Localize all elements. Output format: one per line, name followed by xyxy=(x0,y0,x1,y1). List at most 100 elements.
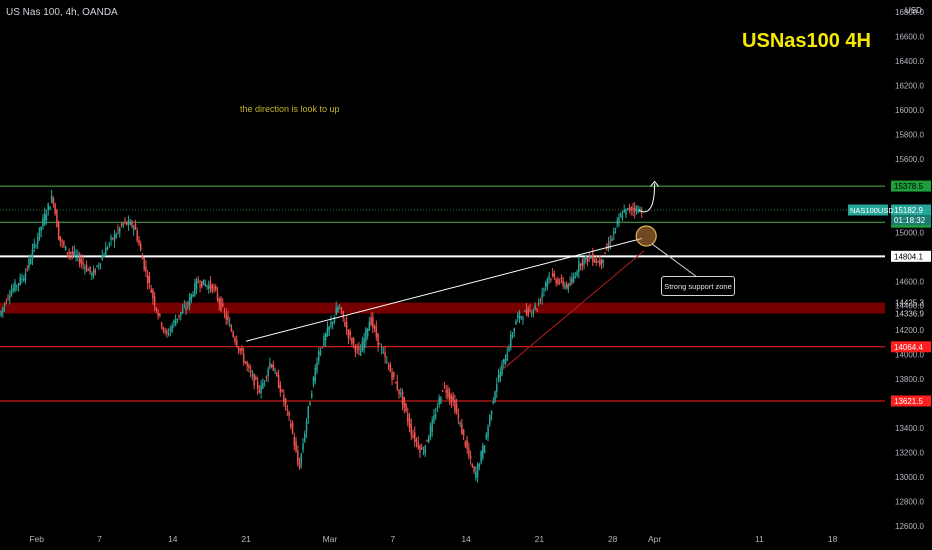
direction-note: the direction is look to up xyxy=(240,104,340,114)
candle-body xyxy=(153,296,156,307)
candle-body xyxy=(319,350,322,355)
level-price-tag-bg xyxy=(891,250,931,262)
candle-body xyxy=(178,314,180,317)
candle-body xyxy=(22,278,25,282)
candle-body xyxy=(565,284,568,288)
candle-body xyxy=(298,463,301,468)
candle-body xyxy=(616,220,618,225)
candle-body xyxy=(279,384,282,393)
candle-body xyxy=(375,327,378,337)
candle-body xyxy=(139,244,142,251)
candle-body xyxy=(181,308,184,314)
candle-body xyxy=(377,333,379,346)
candle-body xyxy=(562,280,564,286)
candle-body xyxy=(106,247,109,250)
candle-body xyxy=(394,382,397,384)
candle-body xyxy=(192,294,194,297)
candle-body xyxy=(588,255,591,257)
candle-body xyxy=(125,222,128,225)
y-tick-label: 14400.0 xyxy=(895,302,924,311)
candle-body xyxy=(448,392,451,399)
x-tick-label: Feb xyxy=(29,534,44,544)
candle-body xyxy=(188,296,191,307)
candle-body xyxy=(344,322,346,327)
candle-body xyxy=(122,222,124,226)
candle-body xyxy=(293,437,296,446)
candle-body xyxy=(576,271,578,276)
candle-body xyxy=(64,246,67,251)
candle-body xyxy=(555,279,557,284)
candle-body xyxy=(169,328,172,331)
candle-body xyxy=(455,404,458,413)
candle-body xyxy=(349,331,351,336)
candle-body xyxy=(403,397,406,408)
candle-body xyxy=(92,269,95,277)
candle-body xyxy=(141,256,144,260)
candle-body xyxy=(485,434,488,439)
candle-body xyxy=(94,270,97,273)
y-tick-label: 16800.0 xyxy=(895,8,924,17)
candle-body xyxy=(330,321,332,327)
candle-body xyxy=(166,330,168,334)
candle-body xyxy=(511,334,514,337)
candle-body xyxy=(586,258,589,262)
candle-body xyxy=(326,327,329,337)
candle-body xyxy=(611,238,613,241)
candle-body xyxy=(541,293,543,299)
candle-body xyxy=(115,234,118,238)
candle-body xyxy=(187,303,189,305)
candle-body xyxy=(413,432,416,442)
candle-body xyxy=(506,353,509,361)
candle-body xyxy=(351,338,353,344)
candle-body xyxy=(359,350,362,356)
candle-body xyxy=(572,276,575,282)
candle-body xyxy=(612,231,615,235)
candle-body xyxy=(304,433,306,442)
candle-body xyxy=(244,361,247,364)
candle-body xyxy=(574,276,577,278)
candle-body xyxy=(635,206,638,211)
candle-body xyxy=(466,439,468,449)
zone-bottom-label: 14336.9 xyxy=(895,309,924,318)
x-tick-label: 21 xyxy=(535,534,545,544)
candle-body xyxy=(105,247,107,256)
candle-body xyxy=(462,429,465,436)
candle-body xyxy=(314,367,316,381)
candle-body xyxy=(393,371,395,377)
candle-body xyxy=(199,284,201,287)
candle-body xyxy=(457,413,460,419)
candle-body xyxy=(316,362,318,371)
candle-body xyxy=(209,281,212,289)
candle-body xyxy=(630,206,632,211)
candle-body xyxy=(84,267,86,269)
candle-body xyxy=(551,273,554,277)
support-zone-callout: Strong support zone xyxy=(661,276,735,296)
candle-body xyxy=(194,282,196,296)
candle-body xyxy=(338,307,341,309)
candle-body xyxy=(337,307,339,313)
candle-body xyxy=(145,266,147,272)
candle-body xyxy=(26,268,28,270)
y-tick-label: 16600.0 xyxy=(895,33,924,42)
candle-body xyxy=(483,445,486,454)
candle-body xyxy=(445,390,447,393)
candle-body xyxy=(302,443,304,451)
candle-body xyxy=(120,224,123,226)
candle-body xyxy=(527,308,529,316)
candle-body xyxy=(220,298,222,311)
candle-body xyxy=(213,287,215,289)
x-tick-label: Mar xyxy=(323,534,338,544)
level-price-tag-bg xyxy=(891,180,931,192)
candle-body xyxy=(407,413,409,422)
candle-body xyxy=(57,223,60,240)
candle-body xyxy=(101,255,104,260)
candle-body xyxy=(625,208,627,216)
candle-body xyxy=(5,301,8,303)
candle-body xyxy=(112,238,114,240)
candle-body xyxy=(272,364,275,371)
candle-body xyxy=(288,411,290,416)
candle-body xyxy=(277,375,280,388)
candle-body xyxy=(438,397,440,405)
trendline xyxy=(502,250,645,370)
